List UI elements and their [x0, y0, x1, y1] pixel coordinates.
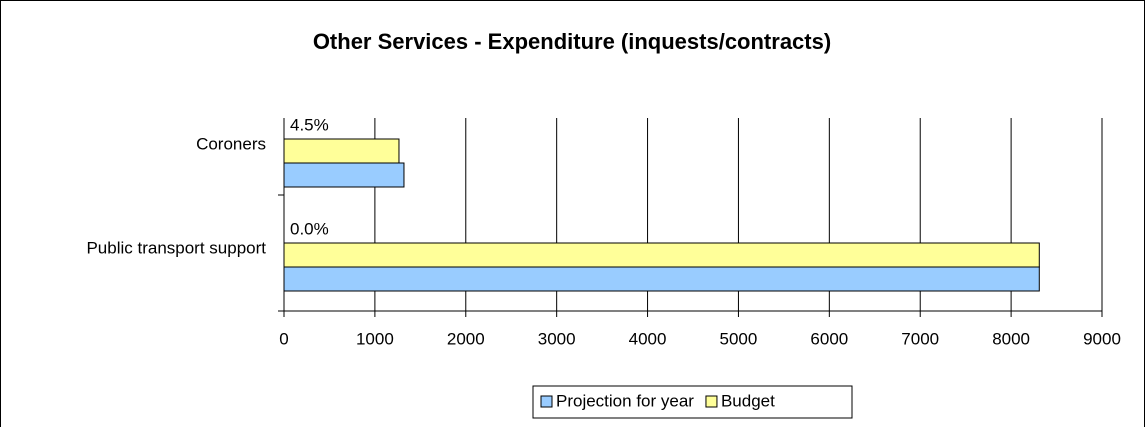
annotation: 4.5% — [290, 115, 329, 134]
legend-label: Projection for year — [556, 391, 694, 410]
annotation: 0.0% — [290, 219, 329, 238]
x-tick-label: 1000 — [356, 329, 394, 348]
y-tick-label: Coroners — [196, 134, 266, 153]
x-tick-label: 3000 — [538, 329, 576, 348]
chart-title: Other Services - Expenditure (inquests/c… — [313, 29, 831, 54]
legend-swatch — [705, 395, 718, 408]
x-tick-label: 6000 — [810, 329, 848, 348]
bar — [283, 266, 1040, 292]
legend — [532, 385, 853, 419]
x-tick-label: 7000 — [901, 329, 939, 348]
x-tick-label: 2000 — [447, 329, 485, 348]
legend-label: Budget — [721, 391, 775, 410]
x-tick-label: 5000 — [720, 329, 758, 348]
bar — [283, 138, 400, 164]
x-tick-label: 4000 — [629, 329, 667, 348]
y-tick-label: Public transport support — [86, 238, 266, 257]
x-tick-label: 9000 — [1083, 329, 1121, 348]
x-tick-label: 0 — [279, 329, 288, 348]
bar — [283, 242, 1040, 268]
x-tick-label: 8000 — [992, 329, 1030, 348]
legend-swatch — [540, 395, 553, 408]
bar — [283, 162, 405, 188]
